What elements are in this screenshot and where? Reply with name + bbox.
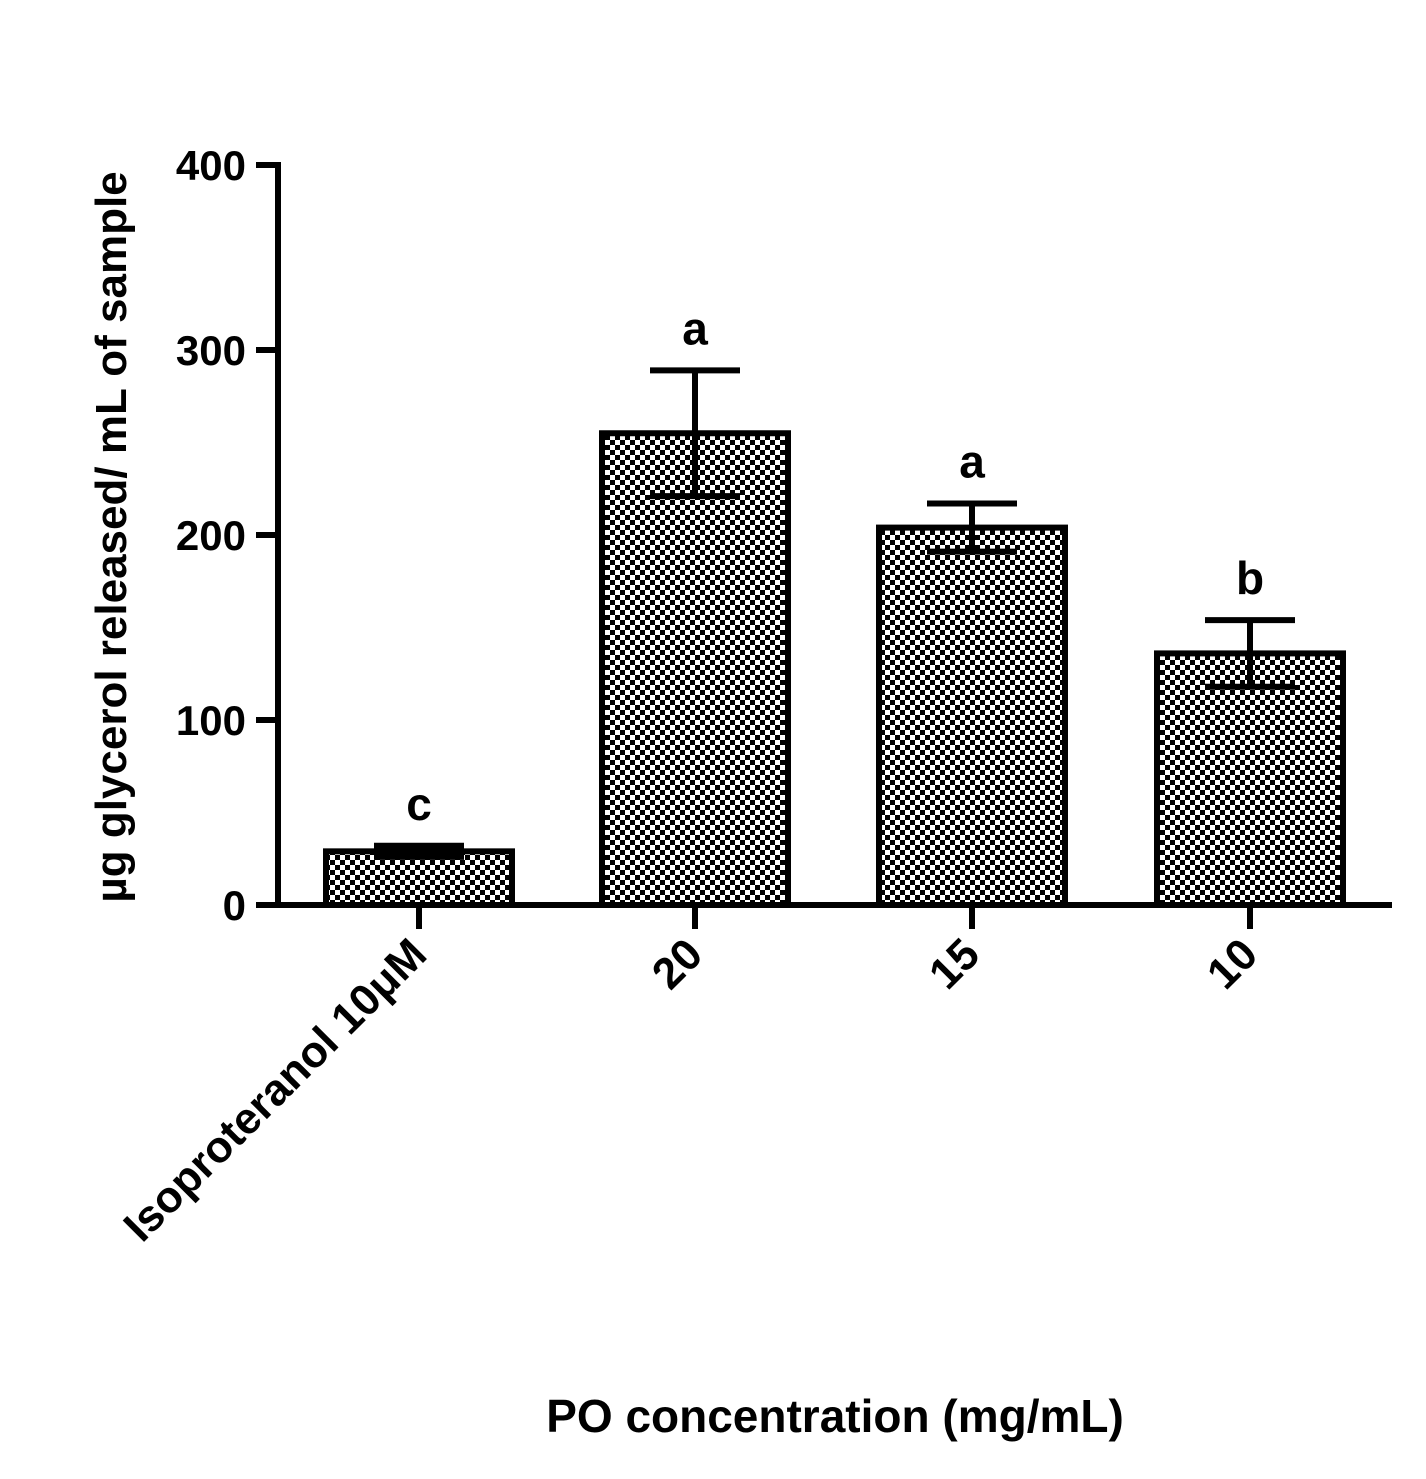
bars-layer <box>323 430 1346 909</box>
y-tick-label-2: 200 <box>176 512 246 559</box>
bar-3 <box>1154 650 1346 909</box>
significance-letter-2: a <box>959 436 985 488</box>
ticks-layer <box>256 162 1253 929</box>
x-tick-label-1: 20 <box>643 929 712 998</box>
error-bars-layer <box>374 367 1295 860</box>
y-tick-label-1: 100 <box>176 697 246 744</box>
y-tick-label-0: 0 <box>223 882 246 929</box>
x-tick-label-0: Isoproteranol 10μM <box>114 929 436 1251</box>
significance-letter-1: a <box>682 302 708 354</box>
x-tick-label-2: 15 <box>920 929 989 998</box>
bar-2 <box>876 524 1068 908</box>
significance-letter-3: b <box>1236 552 1264 604</box>
x-axis-title: PO concentration (mg/mL) <box>546 1390 1124 1442</box>
x-tick-label-3: 10 <box>1198 929 1267 998</box>
bar-1 <box>599 430 791 908</box>
y-tick-label-3: 300 <box>176 327 246 374</box>
significance-letter-0: c <box>406 778 432 830</box>
y-tick-label-4: 400 <box>176 142 246 189</box>
y-axis-title: µg glycerol released/ mL of sample <box>87 171 136 902</box>
